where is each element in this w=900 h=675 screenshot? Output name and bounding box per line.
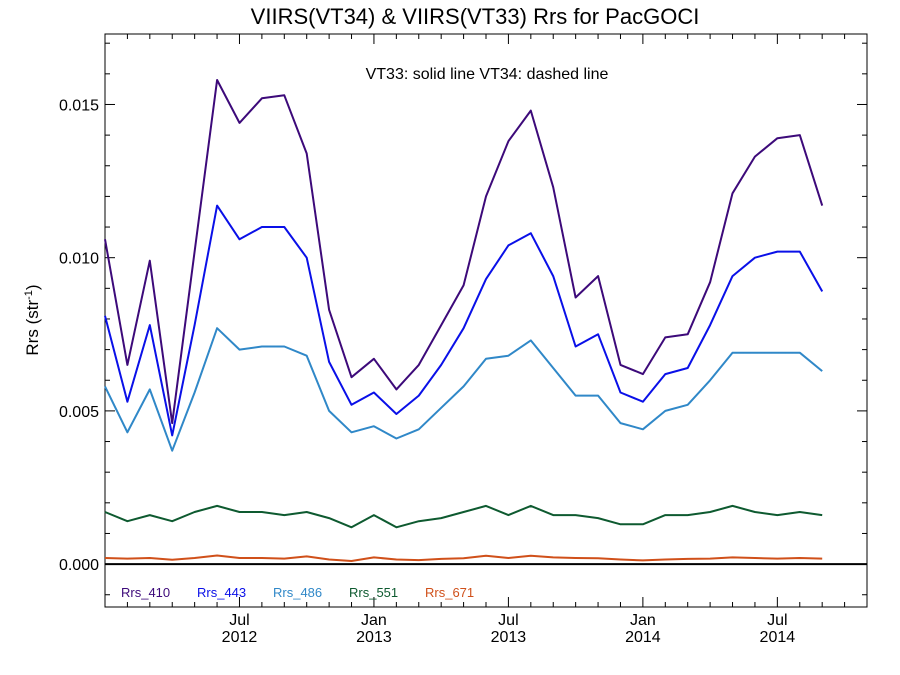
x-tick-label-year: 2013 — [491, 629, 527, 646]
legend-label-rrs_671: Rrs_671 — [425, 585, 474, 600]
x-tick-label-year: 2012 — [222, 629, 258, 646]
y-tick-label: 0.000 — [59, 557, 99, 574]
x-tick-label-year: 2013 — [356, 629, 392, 646]
line-style-annotation: VT33: solid line VT34: dashed line — [366, 66, 609, 83]
legend-label-rrs_551: Rrs_551 — [349, 585, 398, 600]
chart-title: VIIRS(VT34) & VIIRS(VT33) Rrs for PacGOC… — [251, 4, 700, 29]
series-line-dashed-rrs_410 — [104, 79, 823, 424]
x-tick-label-year: 2014 — [760, 629, 796, 646]
x-tick-label-month: Jul — [767, 612, 787, 629]
x-tick-label-month: Jan — [361, 612, 387, 629]
y-axis-label-exponent: -1 — [23, 290, 35, 300]
x-tick-label-month: Jul — [229, 612, 249, 629]
x-tick-label-month: Jan — [630, 612, 656, 629]
y-axis-label-close: ) — [23, 284, 42, 290]
series-line-solid-rrs_551 — [104, 504, 823, 529]
y-tick-label: 0.005 — [59, 404, 99, 421]
series-line-solid-rrs_443 — [104, 204, 824, 437]
legend-label-rrs_443: Rrs_443 — [197, 585, 246, 600]
plot-area: 0.0000.0050.0100.015Jul2012Jan2013Jul201… — [59, 33, 868, 646]
y-axis-label-main: Rrs (str — [23, 300, 42, 356]
series-line-dashed-rrs_671 — [104, 554, 823, 562]
y-axis-label: Rrs (str-1) — [23, 284, 42, 355]
series-line-solid-rrs_410 — [104, 79, 824, 425]
legend-label-rrs_486: Rrs_486 — [273, 585, 322, 600]
x-tick-label-year: 2014 — [625, 629, 661, 646]
series-line-dashed-rrs_486 — [104, 327, 823, 452]
series-line-solid-rrs_486 — [104, 327, 823, 452]
legend-label-rrs_410: Rrs_410 — [121, 585, 170, 600]
series-line-dashed-rrs_551 — [104, 505, 823, 528]
y-tick-label: 0.015 — [59, 97, 99, 114]
series-line-dashed-rrs_443 — [104, 205, 823, 436]
y-tick-label: 0.010 — [59, 251, 99, 268]
x-tick-label-month: Jul — [498, 612, 518, 629]
plot-frame — [104, 33, 868, 608]
